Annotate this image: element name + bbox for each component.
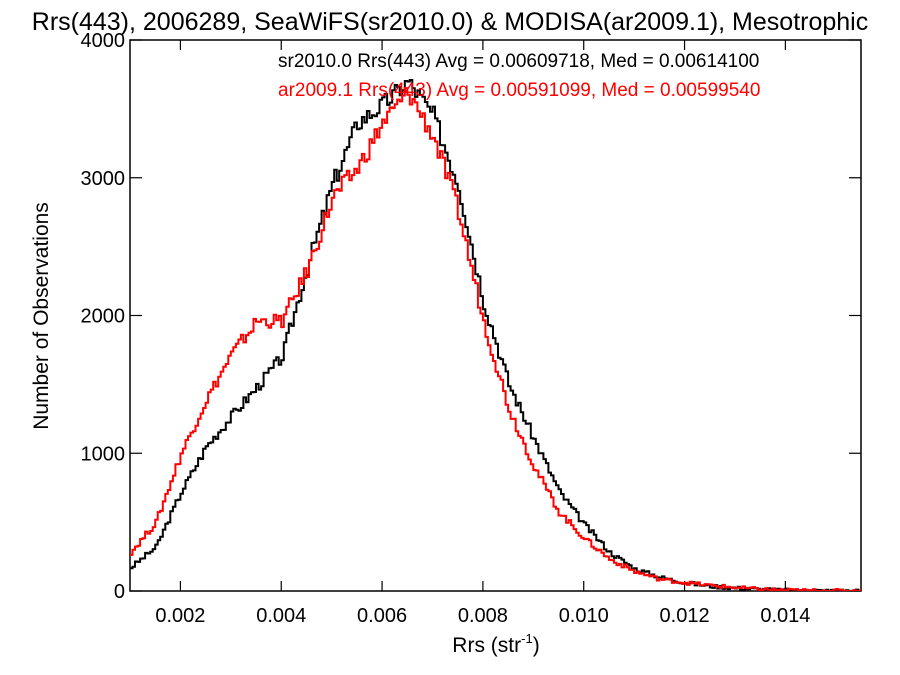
- x-axis-label-text: Rrs (str: [452, 634, 521, 657]
- y-tick-label: 3000: [81, 168, 126, 190]
- x-tick-label: 0.006: [357, 605, 407, 627]
- x-tick-label: 0.002: [155, 605, 205, 627]
- x-tick-label: 0.010: [559, 605, 609, 627]
- y-tick-label: 0: [114, 581, 125, 603]
- legend-entry-2: ar2009.1 Rrs(443) Avg = 0.00591099, Med …: [278, 80, 760, 101]
- y-tick-label: 4000: [81, 30, 126, 52]
- series-layer: [130, 79, 861, 591]
- y-tick-label: 1000: [81, 443, 126, 465]
- y-axis-label: Number of Observations: [30, 202, 53, 430]
- x-tick-label: 0.008: [458, 605, 508, 627]
- y-tick-label: 2000: [81, 306, 126, 328]
- x-axis-ticks: 0.002 0.004 0.006 0.008 0.010 0.012 0.014: [155, 40, 810, 627]
- y-axis-ticks: 0 1000 2000 3000 4000: [81, 30, 861, 603]
- series-line-2: [130, 87, 861, 591]
- x-tick-label: 0.004: [256, 605, 306, 627]
- plot-frame: [129, 39, 862, 592]
- legend-entry-1: sr2010.0 Rrs(443) Avg = 0.00609718, Med …: [278, 51, 759, 72]
- chart-title: Rrs(443), 2006289, SeaWiFS(sr2010.0) & M…: [32, 8, 868, 36]
- x-axis-label-superscript: -1: [521, 631, 533, 646]
- x-axis-label: Rrs (str-1): [452, 631, 539, 657]
- x-axis-label-close: ): [533, 634, 540, 657]
- x-tick-label: 0.014: [760, 605, 810, 627]
- x-tick-label: 0.012: [660, 605, 710, 627]
